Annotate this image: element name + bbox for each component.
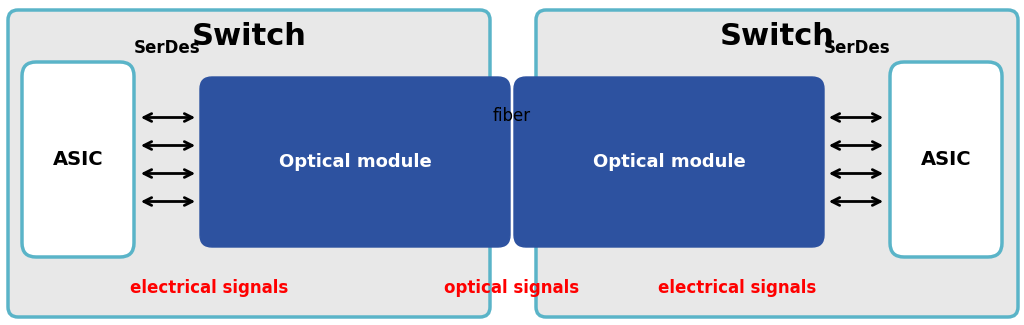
Text: Optical module: Optical module	[593, 153, 745, 171]
FancyBboxPatch shape	[514, 77, 824, 247]
Text: ASIC: ASIC	[921, 150, 972, 169]
Text: electrical signals: electrical signals	[130, 279, 288, 297]
Text: electrical signals: electrical signals	[657, 279, 816, 297]
Text: SerDes: SerDes	[134, 39, 201, 57]
Text: ASIC: ASIC	[52, 150, 103, 169]
Text: Switch: Switch	[191, 22, 306, 51]
Text: fiber: fiber	[493, 107, 531, 124]
FancyBboxPatch shape	[8, 10, 490, 317]
Text: optical signals: optical signals	[444, 279, 580, 297]
FancyBboxPatch shape	[22, 62, 134, 257]
Text: Optical module: Optical module	[279, 153, 431, 171]
FancyBboxPatch shape	[200, 77, 510, 247]
Text: Switch: Switch	[720, 22, 835, 51]
Text: SerDes: SerDes	[823, 39, 890, 57]
FancyBboxPatch shape	[536, 10, 1018, 317]
FancyBboxPatch shape	[890, 62, 1002, 257]
